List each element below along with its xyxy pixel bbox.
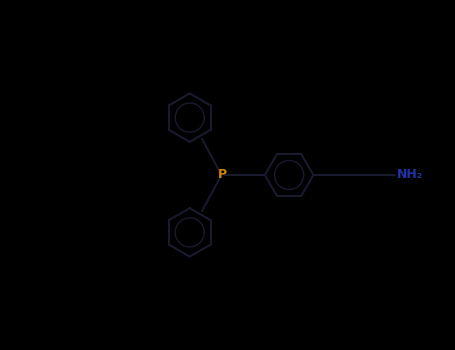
Text: NH₂: NH₂: [397, 168, 424, 182]
Text: P: P: [218, 168, 228, 182]
